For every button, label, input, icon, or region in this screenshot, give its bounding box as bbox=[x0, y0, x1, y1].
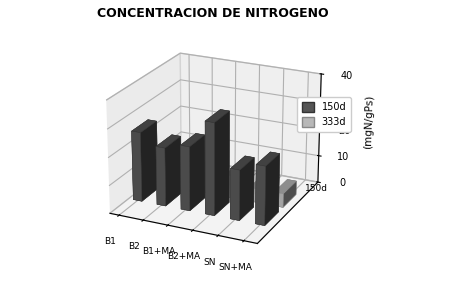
Title: CONCENTRACION DE NITROGENO: CONCENTRACION DE NITROGENO bbox=[98, 7, 329, 20]
Legend: 150d, 333d: 150d, 333d bbox=[297, 97, 351, 132]
